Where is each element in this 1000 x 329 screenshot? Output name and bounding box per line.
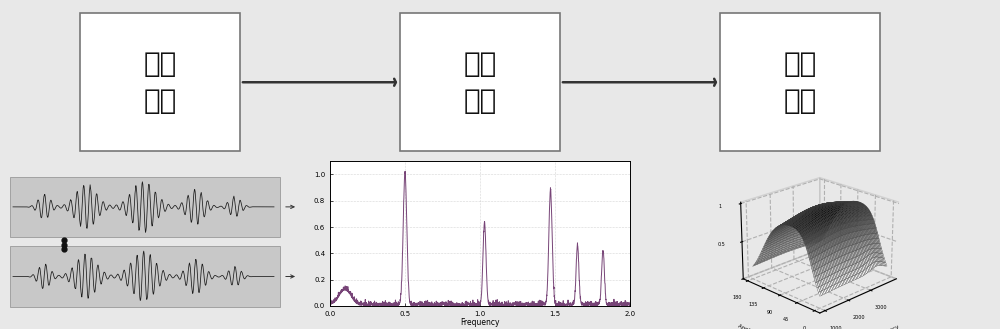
X-axis label: Frequency: Frequency [873,324,901,329]
Bar [10,246,280,307]
Bar [10,177,280,237]
Bar [400,13,560,151]
Text: 数据
采集: 数据 采集 [143,50,177,114]
Text: 声源
定位: 声源 定位 [783,50,817,114]
Text: 能量
检测: 能量 检测 [463,50,497,114]
Y-axis label: Angle (deg): Angle (deg) [737,323,769,329]
Bar [80,13,240,151]
X-axis label: Frequency: Frequency [460,318,500,327]
Bar [720,13,880,151]
